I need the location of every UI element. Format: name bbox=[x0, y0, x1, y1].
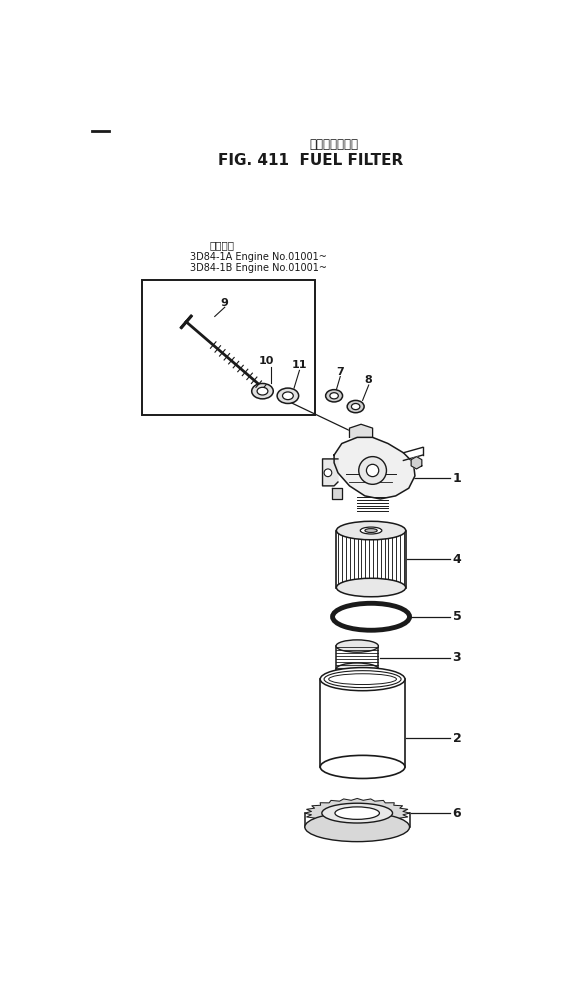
Polygon shape bbox=[332, 488, 342, 498]
Text: 2: 2 bbox=[452, 732, 462, 745]
Ellipse shape bbox=[282, 392, 293, 399]
Ellipse shape bbox=[365, 529, 377, 533]
Ellipse shape bbox=[329, 674, 396, 685]
Text: 3: 3 bbox=[452, 651, 462, 664]
Text: 1: 1 bbox=[452, 471, 462, 484]
Ellipse shape bbox=[277, 388, 299, 403]
Text: 10: 10 bbox=[259, 356, 274, 366]
Ellipse shape bbox=[335, 807, 379, 820]
Bar bbox=[142, 279, 315, 415]
Ellipse shape bbox=[257, 387, 268, 395]
Text: 5: 5 bbox=[452, 611, 462, 624]
Ellipse shape bbox=[330, 392, 338, 398]
Circle shape bbox=[324, 468, 332, 476]
Text: FIG. 411  FUEL FILTER: FIG. 411 FUEL FILTER bbox=[218, 153, 404, 167]
Text: 3D84-1A Engine No.01001~: 3D84-1A Engine No.01001~ bbox=[190, 252, 327, 262]
Text: フェルフィルタ: フェルフィルタ bbox=[310, 138, 358, 151]
Text: 8: 8 bbox=[365, 375, 373, 385]
Ellipse shape bbox=[320, 668, 405, 691]
Ellipse shape bbox=[336, 522, 406, 540]
Ellipse shape bbox=[252, 383, 273, 398]
Polygon shape bbox=[411, 456, 422, 468]
Ellipse shape bbox=[336, 640, 378, 653]
Ellipse shape bbox=[336, 579, 406, 597]
Polygon shape bbox=[323, 458, 338, 485]
Text: 11: 11 bbox=[291, 360, 307, 370]
Ellipse shape bbox=[336, 663, 378, 676]
Ellipse shape bbox=[305, 813, 409, 842]
Ellipse shape bbox=[360, 528, 382, 534]
Text: 7: 7 bbox=[336, 367, 344, 377]
Ellipse shape bbox=[322, 803, 392, 823]
Text: 適用号機: 適用号機 bbox=[210, 240, 235, 250]
Ellipse shape bbox=[320, 756, 405, 779]
Polygon shape bbox=[334, 437, 415, 498]
Circle shape bbox=[359, 456, 387, 484]
Circle shape bbox=[366, 464, 379, 476]
Polygon shape bbox=[305, 799, 409, 828]
Text: 6: 6 bbox=[452, 807, 462, 820]
Ellipse shape bbox=[352, 403, 360, 409]
Text: 4: 4 bbox=[452, 553, 462, 566]
Ellipse shape bbox=[347, 400, 364, 412]
Ellipse shape bbox=[325, 389, 342, 402]
Ellipse shape bbox=[324, 671, 401, 688]
Polygon shape bbox=[349, 424, 373, 437]
Text: 3D84-1B Engine No.01001~: 3D84-1B Engine No.01001~ bbox=[190, 263, 327, 273]
Text: 9: 9 bbox=[221, 298, 229, 308]
